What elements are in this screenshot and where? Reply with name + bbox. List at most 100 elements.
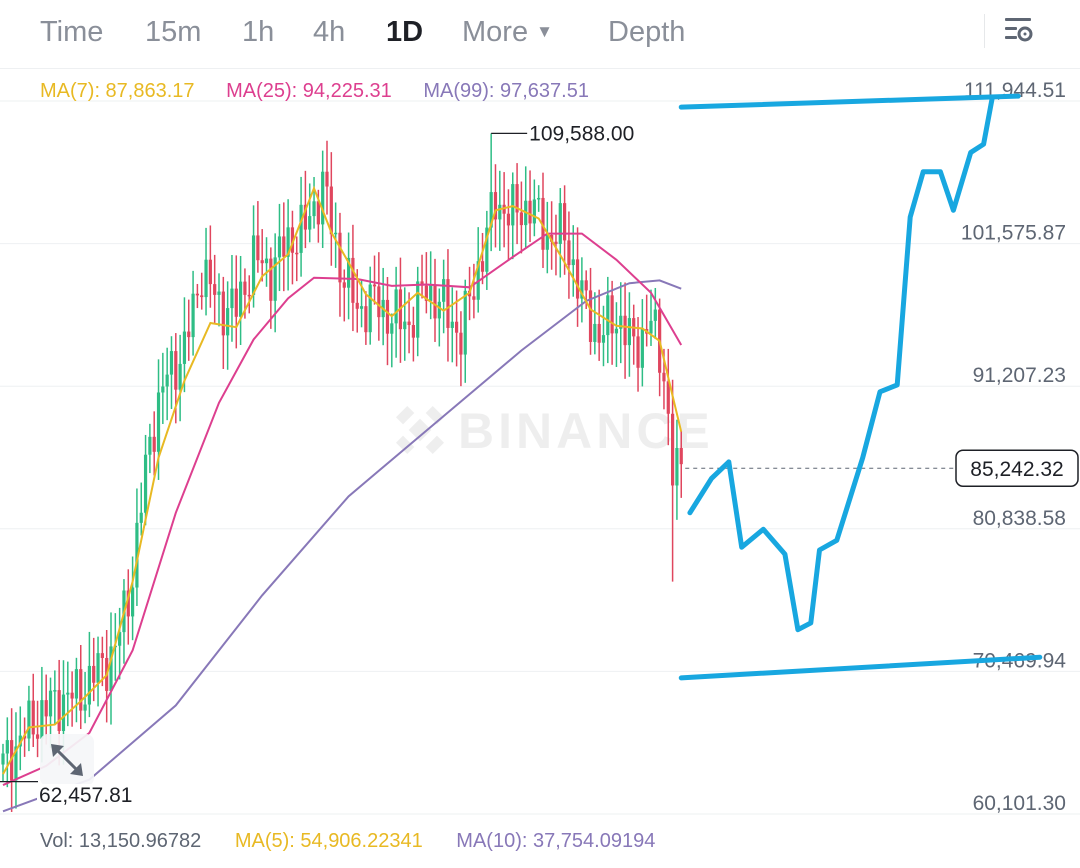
y-tick-label: 60,101.30: [973, 792, 1066, 815]
candle-body: [446, 279, 450, 328]
candle-body: [563, 203, 567, 241]
candle-body: [571, 259, 575, 266]
candle-body: [342, 282, 346, 288]
candle-body: [316, 201, 320, 225]
ma7-value: MA(7): 87,863.17: [40, 80, 195, 102]
candle-body: [74, 669, 79, 699]
candle-body: [407, 321, 411, 326]
candle-body: [558, 203, 562, 244]
chart-settings-icon[interactable]: [1002, 14, 1036, 48]
tab-15m[interactable]: 15m: [145, 16, 202, 48]
expand-chart-button[interactable]: [40, 734, 94, 786]
candle-body: [351, 257, 355, 303]
tab-1h[interactable]: 1h: [242, 16, 275, 48]
tab-4h[interactable]: 4h: [313, 16, 346, 48]
candle-body: [14, 746, 18, 781]
candle-body: [347, 257, 351, 288]
candle-body: [299, 204, 303, 253]
current-price-label: 85,242.32: [970, 458, 1063, 481]
ma99-value: MA(99): 97,637.51: [423, 80, 589, 102]
tab-1d[interactable]: 1D: [386, 16, 424, 48]
tab-time[interactable]: Time: [40, 16, 104, 48]
ma99-line: [2, 279, 682, 813]
candle-body: [247, 294, 251, 297]
candle-body: [442, 279, 446, 302]
candle-body: [234, 288, 238, 317]
candle-body: [35, 734, 40, 739]
current-price-tag: 85,242.32: [955, 449, 1079, 487]
current-price-box: [955, 449, 1079, 487]
candle-body: [463, 290, 467, 355]
candle-body: [230, 288, 234, 309]
candle-body: [593, 323, 597, 342]
candle-body: [57, 690, 61, 731]
candle-body: [498, 204, 502, 220]
candle-body: [269, 258, 273, 301]
candle-body: [135, 522, 139, 588]
candle-body: [70, 692, 74, 699]
candle-body: [537, 197, 541, 200]
candle-body: [83, 704, 87, 711]
candle-body: [92, 665, 96, 683]
candle-body: [321, 171, 325, 225]
drawn-projection-path: [687, 95, 995, 633]
candle-body: [575, 259, 580, 299]
volume-ma5-value: MA(5): 54,906.22341: [234, 830, 423, 852]
ma7-line: [2, 185, 683, 775]
candle-body: [437, 301, 441, 319]
candle-body: [264, 258, 269, 264]
volume-value: Vol: 13,150.96782: [40, 830, 202, 852]
candle-body: [666, 381, 670, 414]
candle-body: [277, 236, 282, 258]
volume-legend: Vol: 13,150.96782 MA(5): 54,906.22341 MA…: [40, 830, 683, 853]
candle-body: [429, 284, 433, 301]
candle-body: [303, 204, 307, 230]
candle-body: [390, 323, 394, 334]
candle-body: [208, 259, 212, 285]
candle-body: [169, 351, 174, 375]
tab-more[interactable]: More ▼: [462, 16, 553, 49]
candle-body: [614, 328, 619, 334]
candle-body: [627, 318, 631, 346]
candle-body: [455, 321, 459, 333]
candle-body: [385, 299, 390, 334]
candle-body: [679, 447, 683, 465]
candle-body: [213, 284, 217, 295]
high-price-label: 109,588.00: [529, 122, 634, 145]
candle-body: [239, 281, 243, 317]
candle-body: [1, 753, 5, 765]
candle-body: [606, 295, 610, 336]
candle-body: [580, 280, 584, 299]
candle-body: [334, 232, 338, 235]
candle-body: [87, 665, 91, 705]
candle-body: [226, 308, 230, 336]
candle-body: [450, 321, 454, 328]
tab-depth[interactable]: Depth: [608, 16, 686, 48]
candle-body: [256, 235, 260, 261]
candle-body: [588, 290, 593, 342]
candle-body: [377, 286, 381, 318]
timeframe-tabs: Time 15m 1h 4h 1D More ▼ Depth: [0, 0, 1080, 70]
candle-body: [515, 184, 519, 213]
candle-body: [671, 413, 675, 486]
header-divider: [0, 68, 1080, 69]
candle-body: [619, 315, 623, 329]
candle-body: [131, 587, 135, 617]
candle-body: [368, 284, 372, 333]
candle-body: [217, 291, 221, 295]
candle-body: [182, 331, 187, 364]
candle-body: [355, 302, 359, 309]
candle-body: [623, 315, 627, 346]
candle-body: [109, 646, 113, 691]
candle-body: [649, 320, 653, 334]
candle-body: [273, 257, 277, 301]
candle-body: [295, 252, 299, 255]
price-ma-legend: MA(7): 87,863.17 MA(25): 94,225.31 MA(99…: [40, 80, 615, 103]
drawn-trend-line: [678, 654, 1043, 681]
candle-body: [5, 740, 9, 754]
candle-body: [403, 321, 407, 330]
candle-body: [493, 192, 498, 220]
candle-body: [204, 259, 208, 298]
candle-body: [433, 284, 437, 319]
